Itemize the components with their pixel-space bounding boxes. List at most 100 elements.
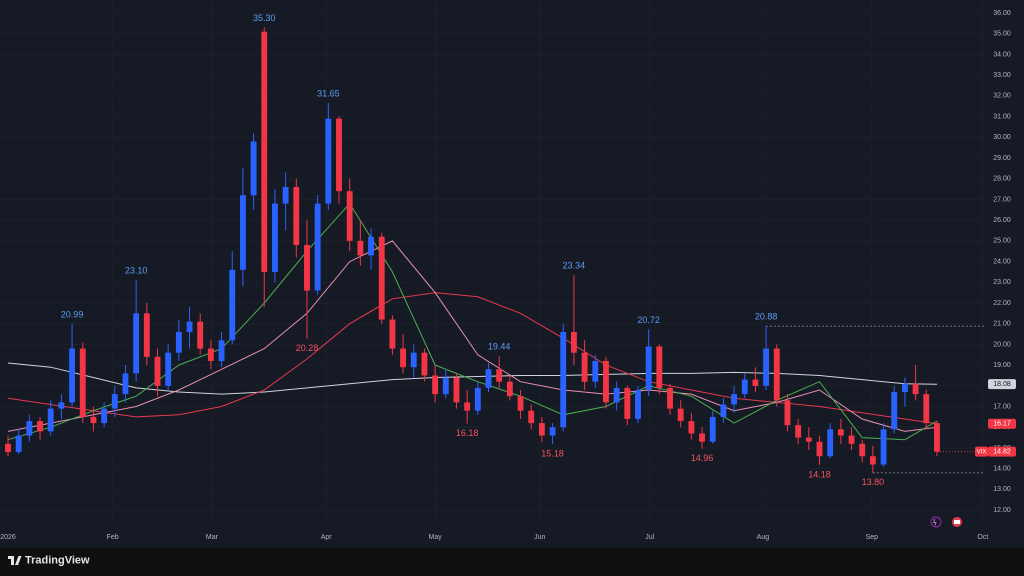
candle-body (101, 408, 108, 424)
candle-body (528, 410, 535, 424)
candle-body (336, 118, 342, 192)
x-tick-label: Oct (977, 534, 988, 541)
candle-body (795, 425, 802, 438)
brand-name: TradingView (25, 554, 90, 566)
candle-body (624, 387, 631, 419)
candle-body (538, 423, 545, 436)
candle-body (175, 331, 182, 353)
candle-body (506, 381, 513, 397)
candle-body (421, 352, 428, 376)
candle-body (325, 118, 332, 204)
x-tick-label: 2026 (0, 534, 16, 541)
y-tick-label: 30.00 (993, 134, 1011, 141)
x-tick-label: Jul (645, 534, 654, 541)
candle-body (773, 348, 780, 401)
y-tick-label: 33.00 (993, 72, 1011, 79)
candle-body (453, 377, 460, 403)
candle-body (656, 346, 663, 388)
y-tick-label: 36.00 (993, 10, 1011, 17)
candle-body (314, 203, 321, 291)
moving-average-line (7, 292, 938, 425)
price-tag (988, 446, 1016, 457)
price-annotation: 20.88 (755, 312, 778, 322)
bottom-icons (930, 516, 962, 528)
candle-body (848, 435, 855, 444)
x-tick-label: Feb (107, 534, 119, 541)
x-tick-label: Apr (321, 534, 333, 541)
price-annotation: 23.34 (563, 261, 586, 271)
candle-body (154, 356, 161, 386)
candle-body (186, 321, 193, 332)
y-tick-label: 21.00 (993, 321, 1011, 328)
y-tick-label: 17.00 (993, 403, 1011, 410)
candle-body (122, 373, 129, 395)
price-annotation: 31.65 (317, 89, 340, 99)
y-tick-label: 28.00 (993, 176, 1011, 183)
candle-body (5, 443, 11, 453)
candle-body (923, 394, 930, 424)
candle-body (250, 141, 257, 196)
candle-body (720, 404, 727, 417)
candle-body (613, 387, 620, 403)
y-tick-label: 35.00 (993, 31, 1011, 38)
candle-body (133, 313, 140, 374)
candle-body (581, 352, 588, 382)
brand-logo: TradingView (8, 554, 90, 566)
candle-body (560, 331, 567, 428)
candle-body (15, 435, 22, 453)
y-tick-label: 25.00 (993, 238, 1011, 245)
candle-body (635, 389, 641, 419)
candle-body (111, 394, 118, 409)
candle-body (709, 416, 716, 442)
background (0, 0, 1024, 548)
y-tick-label: 29.00 (993, 155, 1011, 162)
price-annotation: 35.30 (253, 13, 276, 23)
x-tick-label: May (428, 534, 442, 541)
candle-body (432, 375, 439, 395)
y-tick-label: 26.00 (993, 217, 1011, 224)
y-tick-label: 32.00 (993, 93, 1011, 100)
candle-body (859, 443, 866, 457)
candle-body (549, 427, 556, 436)
x-tick-label: Aug (757, 534, 770, 541)
candle-body (752, 379, 759, 386)
price-annotation: 14.96 (691, 453, 714, 463)
candle-body (677, 408, 684, 422)
candle-body (346, 191, 353, 241)
candle-body (837, 429, 844, 436)
price-annotation: 13.80 (862, 477, 885, 487)
candle-body (891, 392, 898, 430)
candle-body (368, 236, 374, 256)
candle-body (90, 416, 97, 424)
candle-body (731, 394, 738, 405)
y-tick-label: 31.00 (993, 113, 1011, 120)
icon (954, 520, 960, 524)
y-tick-label: 27.00 (993, 196, 1011, 203)
candle-body (357, 240, 364, 256)
candle-body (805, 437, 812, 442)
price-annotation: 20.99 (61, 309, 84, 319)
candle-body (218, 340, 225, 361)
candle-body (912, 383, 919, 395)
candle-body (378, 236, 385, 320)
price-tag-label: 14.82 (993, 449, 1011, 456)
x-tick-label: Mar (206, 534, 219, 541)
candle-body (485, 369, 492, 388)
candle-body (197, 321, 204, 349)
candle-body (282, 187, 289, 204)
candle-body (699, 433, 705, 442)
footer-bar (0, 548, 1024, 576)
candle-body (827, 429, 834, 457)
candle-body (58, 402, 65, 409)
price-annotation: 23.10 (125, 266, 148, 276)
candle-body (880, 429, 887, 465)
symbol-tag (975, 446, 988, 457)
candle-body (784, 400, 791, 426)
y-tick-label: 12.00 (993, 507, 1011, 514)
icon (930, 516, 942, 528)
logo-icon (8, 556, 22, 565)
candle-body (207, 348, 214, 361)
candle-body (570, 331, 577, 353)
